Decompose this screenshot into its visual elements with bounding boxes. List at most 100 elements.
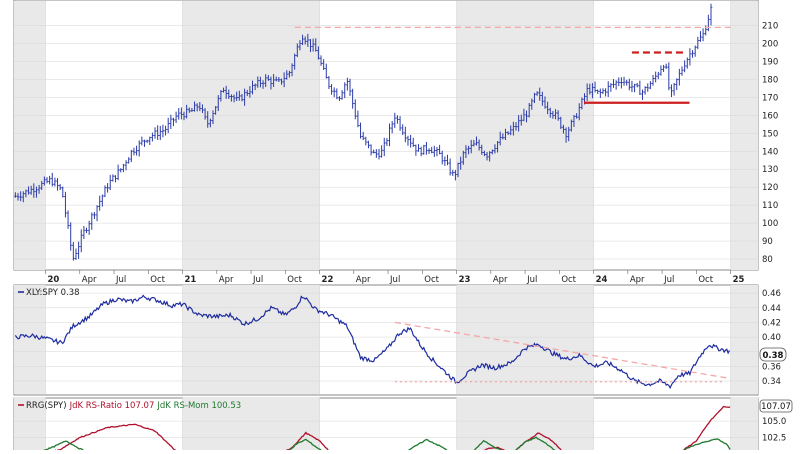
price-bar xyxy=(677,68,681,86)
rs-y-tick-label: 0.46 xyxy=(762,289,781,299)
x-tick-label: 22 xyxy=(322,275,334,285)
price-bar xyxy=(562,124,565,134)
price-bar xyxy=(688,48,692,66)
price-bar xyxy=(27,186,30,195)
rrg-last-value-tag-box xyxy=(759,399,793,413)
price-bar xyxy=(100,194,104,207)
price-bar xyxy=(572,114,576,127)
price-bar xyxy=(243,88,247,106)
price-bar xyxy=(511,121,515,136)
price-bar xyxy=(227,89,231,99)
price-bar xyxy=(451,169,455,176)
price-bar xyxy=(630,80,634,93)
rs-y-tick-label: 0.36 xyxy=(762,362,781,372)
price-bar xyxy=(156,125,160,140)
x-tick-label: Apr xyxy=(630,275,645,285)
price-y-tick-label: 80 xyxy=(762,255,773,265)
price-bar xyxy=(259,76,262,88)
rs-y-tick-label: 0.34 xyxy=(762,377,781,387)
price-bar xyxy=(24,189,28,198)
price-bar xyxy=(606,81,610,97)
x-tick-label: Oct xyxy=(287,275,302,285)
price-bar xyxy=(82,225,86,240)
price-bar xyxy=(432,145,436,157)
price-bar xyxy=(493,144,497,154)
x-tick-label: Oct xyxy=(424,275,439,285)
price-bar xyxy=(638,80,642,96)
price-bar xyxy=(527,102,531,118)
price-bar xyxy=(269,76,273,90)
price-bar xyxy=(119,168,123,173)
price-bar xyxy=(179,107,183,120)
price-panel xyxy=(13,0,759,271)
price-bar xyxy=(388,123,391,147)
year-band xyxy=(182,285,320,394)
price-bar xyxy=(504,128,507,140)
price-bar xyxy=(667,62,671,91)
price-bar xyxy=(251,80,254,95)
price-bar xyxy=(627,78,631,91)
price-bar xyxy=(237,90,241,101)
price-bar xyxy=(185,104,189,119)
price-bar xyxy=(525,110,528,123)
price-bar xyxy=(201,104,204,114)
price-bar xyxy=(588,83,592,95)
x-tick-label: Apr xyxy=(82,275,97,285)
price-bar xyxy=(253,83,257,91)
price-bar xyxy=(116,164,120,181)
price-bar xyxy=(693,45,697,57)
x-tick-label: Apr xyxy=(219,275,234,285)
price-bar xyxy=(301,34,304,46)
price-y-tick-label: 110 xyxy=(762,201,778,211)
price-bar xyxy=(330,84,333,95)
price-bar xyxy=(322,59,326,71)
price-bar xyxy=(245,89,249,97)
year-band xyxy=(14,285,46,394)
price-bar xyxy=(543,96,547,109)
rs-panel-label: XLY:SPY 0.38 xyxy=(26,288,80,298)
price-bar xyxy=(651,74,655,86)
year-band xyxy=(730,397,758,454)
price-bar xyxy=(664,63,668,69)
price-bar xyxy=(230,94,233,102)
price-bar xyxy=(535,91,539,96)
price-bar xyxy=(150,132,154,142)
price-bar xyxy=(240,93,244,102)
price-bar xyxy=(303,36,307,45)
rrg-panel-label: RRG(SPY) JdK RS-Ratio 107.07 JdK RS-Mom 10… xyxy=(26,401,241,411)
price-bar xyxy=(699,31,702,42)
price-bar xyxy=(106,183,109,193)
price-bar xyxy=(396,115,399,124)
price-bar xyxy=(235,91,239,101)
price-bar xyxy=(488,151,492,162)
price-bar xyxy=(414,144,418,156)
x-tick-label: Jul xyxy=(115,275,126,285)
year-band xyxy=(182,1,320,270)
year-band xyxy=(730,1,758,270)
price-bar xyxy=(364,136,368,146)
price-bar xyxy=(208,118,212,128)
price-bar xyxy=(353,99,357,120)
price-bar xyxy=(19,191,23,202)
price-bar xyxy=(153,127,157,139)
price-y-tick-label: 120 xyxy=(762,183,778,193)
price-bar xyxy=(554,109,557,120)
price-bar xyxy=(127,157,131,164)
price-bar xyxy=(369,144,373,156)
price-bar xyxy=(198,102,202,112)
price-bar xyxy=(680,66,684,76)
price-bar xyxy=(567,126,571,142)
price-bar xyxy=(380,145,384,158)
price-bar xyxy=(604,88,607,97)
price-bar xyxy=(456,162,460,178)
price-bar xyxy=(222,87,225,93)
price-bar xyxy=(422,144,426,155)
relative-strength-panel xyxy=(13,284,759,396)
price-bar xyxy=(577,103,581,121)
rs-last-value-tag-box xyxy=(759,347,787,362)
x-tick-label: 21 xyxy=(185,275,197,285)
price-bar xyxy=(514,122,518,131)
price-bar xyxy=(93,211,96,219)
price-bar xyxy=(214,106,218,115)
price-bar xyxy=(417,144,420,152)
